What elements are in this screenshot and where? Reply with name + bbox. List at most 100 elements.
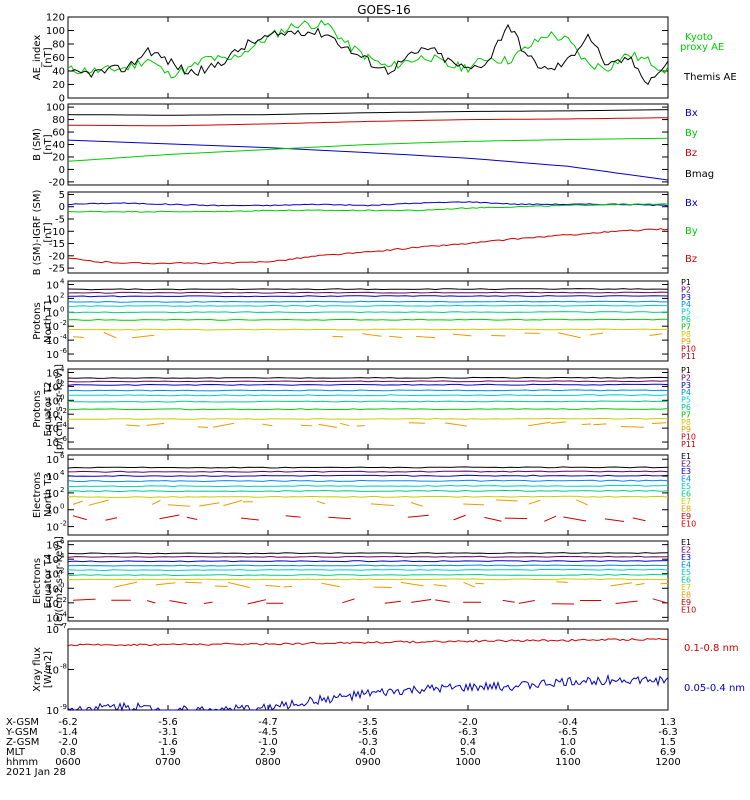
panel-xray-flux: Xray flux [W/m2]10-710-810 -90.1-0.8 nm0.0… — [32, 622, 745, 717]
legend-bz: Bz — [685, 148, 697, 159]
channel-e5 — [67, 484, 669, 488]
y-tick-exponent: 2 — [60, 567, 64, 575]
y-tick-exponent: -2 — [60, 319, 67, 327]
y-tick-exponent: -6 — [60, 435, 68, 443]
y-tick-label: 10 — [46, 541, 59, 552]
channel-e2 — [67, 470, 669, 473]
footer-value: 2.9 — [260, 747, 276, 758]
y-tick-label: 10 — [46, 555, 59, 566]
legend-p1: P1 — [681, 366, 691, 375]
y-tick-label: -15 — [49, 239, 65, 250]
legend-e2: E2 — [681, 546, 691, 555]
legend-p6: P6 — [681, 315, 691, 324]
channel-e4 — [67, 479, 669, 483]
y-tick-exponent: -6 — [60, 347, 68, 355]
y-tick-label: 100 — [46, 26, 65, 37]
legend-e5: E5 — [681, 568, 691, 577]
y-axis-label: B (SM) — [32, 128, 43, 161]
y-tick-exponent: 0 — [60, 503, 64, 511]
y-tick-label: 10 — [46, 706, 59, 717]
y-tick-label: 10 — [46, 570, 59, 581]
legend-e8: E8 — [681, 591, 691, 600]
y-tick-label: 10 — [46, 280, 59, 291]
footer-value: 1.9 — [160, 747, 176, 758]
footer-row-label: X-GSM — [6, 717, 39, 728]
footer-value: 0700 — [155, 757, 180, 768]
footer-value: -6.2 — [58, 717, 78, 728]
y-tick-label: 10 — [46, 336, 59, 347]
footer-value: -3.5 — [358, 717, 378, 728]
series-bmag — [67, 109, 669, 116]
footer-value: -6.3 — [458, 727, 478, 738]
y-tick-label: 0 — [59, 202, 65, 213]
legend-themis: Themis AE — [683, 72, 737, 83]
footer-value: 1.3 — [660, 717, 676, 728]
legend-p3: P3 — [681, 293, 691, 302]
legend-e6: E6 — [681, 490, 691, 499]
legend-e10: E10 — [681, 520, 696, 529]
y-tick-label: 10 — [46, 455, 59, 466]
legend-bx: Bx — [685, 108, 698, 119]
y-tick-exponent: 2 — [60, 486, 64, 494]
y-tick-exponent: -4 — [60, 333, 68, 341]
legend-e5: E5 — [681, 482, 691, 491]
footer-value: 0900 — [355, 757, 380, 768]
y-tick-label: 10 — [46, 308, 59, 319]
footer-row-y-gsm: Y-GSM -1.4 -3.1 -4.5 -5.6 -6.3 -6.5 -6.3 — [5, 727, 678, 738]
y-tick-label: -10 — [49, 227, 65, 238]
y-tick-exponent: 4 — [60, 277, 65, 285]
channel-p9 — [72, 332, 663, 339]
series-bz — [68, 117, 669, 127]
series-by — [67, 137, 669, 162]
legend-e3: E3 — [681, 553, 691, 562]
channel-p3 — [67, 383, 669, 386]
legend-p2: P2 — [681, 373, 691, 382]
legend-e4: E4 — [681, 475, 691, 484]
y-tick-label: 20 — [52, 80, 65, 91]
footer-value: 4.0 — [360, 747, 376, 758]
y-tick-label: 10 — [46, 368, 59, 379]
legend-bmag: Bmag — [685, 169, 714, 180]
panel-electrons-equator-t4: Electrons Equator T4 [e/(cm2-s-sr-keV)]10 6… — [32, 536, 696, 626]
channel-e3 — [67, 474, 669, 477]
y-tick-label: 10 — [46, 350, 59, 361]
y-axis-label: Equator T2 — [43, 382, 54, 437]
y-tick-exponent: 4 — [60, 365, 65, 373]
channel-p5 — [67, 304, 668, 307]
footer-value: -5.6 — [358, 727, 378, 738]
series-by — [67, 203, 669, 213]
channel-e6 — [67, 573, 669, 577]
channel-e5 — [67, 568, 669, 572]
y-tick-label: 10 — [46, 322, 59, 333]
legend-e1: E1 — [681, 538, 691, 547]
y-tick-label: -20 — [49, 177, 65, 188]
footer-value: -4.5 — [258, 727, 278, 738]
y-tick-label: -5 — [55, 215, 65, 226]
series-themis-ae — [67, 23, 669, 86]
channel-e9 — [72, 598, 669, 605]
footer-value: -4.7 — [258, 717, 278, 728]
footer-row-label: hhmm — [6, 757, 38, 768]
footer-row-label: Y-GSM — [5, 727, 38, 738]
series-bx — [67, 139, 669, 181]
y-tick-label: 10 — [46, 599, 59, 610]
y-tick-exponent: -9 — [60, 703, 67, 711]
legend-e7: E7 — [681, 583, 691, 592]
y-tick-label: 100 — [46, 103, 65, 114]
y-axis-label: [p/(cm2-s-sr-keV)] — [54, 364, 65, 454]
y-tick-label: 10 — [46, 584, 59, 595]
channel-e8 — [114, 581, 669, 588]
panel-protons-equator-t2: Protons Equator T2 [p/(cm2-s-sr-keV)]10 410… — [32, 364, 696, 454]
footer-row-label: MLT — [6, 747, 26, 758]
footer-value: -2.0 — [458, 717, 478, 728]
channel-e7 — [68, 495, 669, 499]
channel-p6 — [67, 311, 668, 314]
channel-e2 — [67, 555, 669, 558]
series-kyoto-proxy-ae — [67, 19, 669, 79]
y-axis-label: Electrons — [32, 558, 43, 604]
